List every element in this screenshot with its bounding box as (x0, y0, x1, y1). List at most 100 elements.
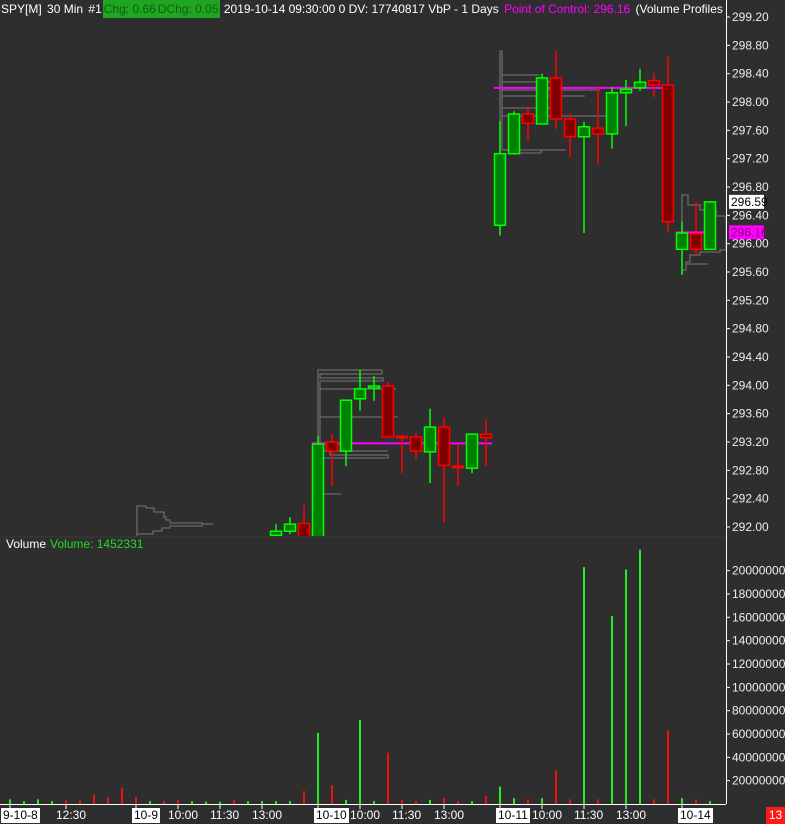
volume-bar (583, 567, 585, 804)
candle (479, 420, 493, 467)
volume-bar (163, 801, 165, 804)
chart-index: #1 (88, 2, 102, 16)
candle-body (647, 79, 661, 86)
price-label: 294.40 (732, 350, 769, 364)
volume-label: 160000000 (732, 610, 785, 624)
volume-bar (639, 549, 641, 804)
volume-bar (303, 791, 305, 804)
poc-price-box (729, 225, 764, 240)
candle (591, 87, 605, 165)
candle (507, 111, 521, 155)
study-name[interactable]: (Volume Profiles & P (635, 2, 726, 16)
candle (353, 369, 367, 411)
symbol-label[interactable]: SPY[M] (1, 2, 42, 16)
daily-change-badge: DChg: 0.05 (156, 0, 220, 18)
candle (283, 517, 297, 535)
price-label: 298.00 (732, 95, 769, 109)
volume-bar (331, 785, 333, 804)
volume-bar (345, 799, 347, 804)
last-price-box (729, 194, 764, 209)
candle-body (325, 441, 339, 452)
date-label: 10-11 (496, 808, 530, 823)
candle-body (577, 126, 591, 138)
candle-body (549, 77, 563, 120)
candle (647, 72, 661, 98)
interval-label[interactable]: 30 Min (47, 2, 84, 16)
candle (535, 73, 549, 125)
volume-bar (275, 801, 277, 804)
volume-bar (443, 798, 445, 804)
candle-body (605, 92, 619, 135)
date-label: 9-10-8 (1, 808, 40, 823)
volume-bar (681, 798, 683, 804)
candle (493, 121, 507, 236)
candle-body (283, 523, 297, 532)
candle (605, 87, 619, 149)
volume-bar (513, 798, 515, 804)
price-label: 296.00 (732, 237, 769, 251)
candle (395, 434, 409, 474)
price-label: 292.40 (732, 492, 769, 506)
date-label: 10-9 (132, 808, 161, 823)
candle (661, 56, 675, 233)
price-label: 293.20 (732, 435, 769, 449)
candle-body (353, 388, 367, 400)
volume-bar (289, 801, 291, 804)
price-axis[interactable]: 299.20 298.80 298.40 298.00 297.60 297.20 296.… (726, 10, 769, 534)
volume-profiles (136, 50, 726, 536)
candle-body (395, 435, 409, 439)
date-label: 10-10 (314, 808, 349, 823)
volume-bar (205, 801, 207, 804)
time-label: 10:00 (168, 808, 199, 822)
volume-bar (387, 752, 389, 804)
volume-bar (177, 799, 179, 804)
volume-bar (667, 730, 669, 804)
candle-body (507, 113, 521, 155)
volume-label: 180000000 (732, 587, 785, 601)
volume-bar (695, 799, 697, 804)
volume-bar (359, 719, 361, 804)
price-label: 299.20 (732, 10, 769, 24)
volume-bar (121, 787, 123, 804)
candle (633, 68, 647, 91)
candle-body (633, 81, 647, 89)
volume-label: 20000000 (732, 774, 785, 788)
volume-title: Volume (6, 537, 47, 551)
point-of-control-label: Point of Control: 296.16 (504, 2, 631, 16)
volume-profile-10-10 (317, 369, 389, 536)
candle (675, 221, 689, 275)
candle-body (493, 152, 507, 226)
candle-body (563, 118, 577, 138)
time-label: 13:00 (434, 808, 465, 822)
candle (297, 505, 311, 536)
volume-bar (51, 801, 53, 804)
candle-body (381, 385, 395, 438)
volume-bar (219, 801, 221, 804)
volume-bar (415, 801, 417, 804)
candle-body (339, 399, 353, 452)
price-label: 298.80 (732, 38, 769, 52)
price-label: 297.20 (732, 152, 769, 166)
candle-body (689, 232, 703, 251)
price-label: 296.40 (732, 208, 769, 222)
candle (703, 201, 717, 251)
candle-body (311, 443, 325, 536)
time-ticks (9, 804, 683, 809)
volume-panel-title: Volume Volume: 1452331 (6, 537, 143, 551)
candle (325, 434, 339, 486)
poc-price-marker: 296.16 (729, 225, 768, 240)
candle-body (437, 426, 451, 467)
volume-bar (597, 799, 599, 804)
volume-axis[interactable]: 200000000 180000000 160000000 140000000 1200… (726, 564, 785, 788)
volume-bar (317, 732, 319, 804)
candle-body (367, 385, 381, 389)
candle (549, 50, 563, 129)
volume-bar (457, 801, 459, 804)
price-label: 295.60 (732, 265, 769, 279)
candle (437, 417, 451, 523)
time-label: 13:00 (616, 808, 647, 822)
price-label: 298.40 (732, 67, 769, 81)
candle (577, 121, 591, 234)
time-label: 11:30 (392, 808, 422, 822)
